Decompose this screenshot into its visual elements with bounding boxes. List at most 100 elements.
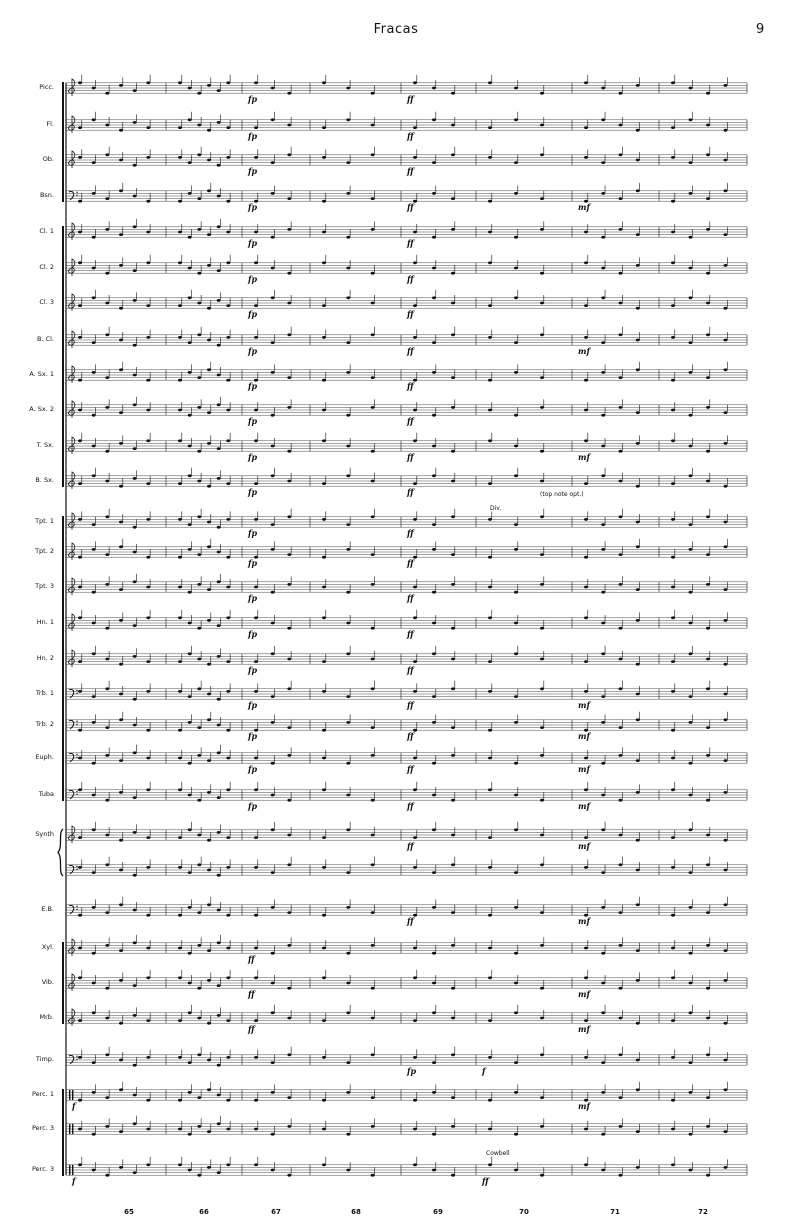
- notehead: [146, 518, 151, 521]
- notehead: [432, 413, 436, 417]
- notehead: [78, 378, 82, 382]
- notehead: [254, 378, 258, 382]
- notehead: [187, 652, 192, 656]
- notehead: [78, 660, 82, 663]
- dynamic-marking: mf: [578, 916, 590, 926]
- bass-clef-dot: [76, 723, 78, 725]
- notehead: [132, 403, 137, 407]
- notehead: [119, 368, 123, 372]
- notehead: [207, 1021, 211, 1025]
- dynamic-marking: mf: [578, 841, 590, 851]
- notehead: [146, 1019, 151, 1022]
- notehead: [635, 1021, 640, 1025]
- bass-clef-icon: [68, 190, 75, 201]
- bass-clef-dot: [76, 720, 78, 722]
- notehead: [132, 477, 137, 480]
- notehead: [216, 163, 221, 167]
- notehead: [187, 296, 192, 300]
- notehead: [178, 1098, 182, 1102]
- notehead: [723, 692, 728, 696]
- dynamic-marking: fp: [248, 558, 258, 568]
- notehead: [514, 871, 518, 874]
- notehead: [270, 296, 275, 300]
- notehead: [346, 621, 351, 625]
- notehead: [132, 1063, 137, 1067]
- notehead: [601, 652, 606, 656]
- dynamic-marking: ff: [407, 764, 414, 774]
- notehead: [413, 756, 417, 760]
- notehead: [105, 1173, 110, 1177]
- notehead: [270, 871, 275, 874]
- staff-label: Tpt. 1: [35, 517, 54, 525]
- notehead: [216, 225, 221, 229]
- notehead: [105, 833, 110, 837]
- notehead: [119, 619, 123, 622]
- notehead: [78, 585, 82, 589]
- notehead: [723, 759, 728, 762]
- notehead: [635, 368, 640, 372]
- notehead: [451, 123, 455, 127]
- notehead: [146, 555, 151, 559]
- notehead: [618, 687, 623, 691]
- notehead: [451, 583, 455, 586]
- notehead: [132, 580, 137, 584]
- notehead: [346, 548, 351, 551]
- notehead: [346, 1091, 351, 1094]
- bass-clef-dot: [76, 1058, 78, 1061]
- dynamic-marking: ff: [407, 346, 414, 356]
- notehead: [322, 976, 326, 980]
- notehead: [254, 1127, 258, 1131]
- notehead: [178, 336, 182, 339]
- staff-label: Trb. 1: [35, 689, 54, 697]
- notehead: [432, 981, 436, 985]
- measure-number: 68: [351, 1208, 361, 1216]
- notehead: [146, 261, 151, 265]
- measure-number: 67: [271, 1208, 281, 1216]
- notehead: [91, 341, 96, 344]
- notehead: [91, 266, 96, 270]
- notehead: [451, 406, 455, 409]
- dynamic-marking: ff: [407, 416, 414, 426]
- notehead: [601, 235, 606, 239]
- notehead: [706, 449, 710, 453]
- notehead: [540, 986, 544, 990]
- notehead: [488, 518, 492, 521]
- notehead: [254, 836, 258, 839]
- notehead: [346, 413, 351, 417]
- notehead: [723, 868, 728, 872]
- notehead: [584, 1098, 588, 1102]
- notehead: [671, 728, 675, 732]
- notehead: [207, 484, 211, 488]
- notehead: [119, 338, 123, 342]
- notehead: [287, 1096, 292, 1099]
- notehead: [91, 523, 96, 526]
- notehead: [370, 197, 375, 201]
- notehead: [216, 373, 221, 377]
- notehead: [514, 695, 518, 698]
- notehead: [207, 368, 211, 372]
- notehead: [688, 1091, 693, 1094]
- notehead: [105, 626, 110, 630]
- notehead: [635, 158, 640, 162]
- notehead: [119, 545, 123, 549]
- notehead: [226, 555, 231, 559]
- dynamic-marking: ff: [407, 131, 414, 141]
- notehead: [635, 1058, 640, 1062]
- notehead: [432, 371, 436, 374]
- notehead: [601, 341, 606, 344]
- notehead: [226, 1019, 231, 1022]
- notehead: [584, 482, 588, 485]
- notehead: [119, 158, 123, 162]
- notehead: [207, 662, 211, 666]
- notehead: [178, 946, 182, 950]
- notehead: [618, 449, 623, 453]
- dynamic-marking: ff: [407, 916, 414, 926]
- notehead: [216, 477, 221, 480]
- notehead: [346, 161, 351, 165]
- notehead: [132, 831, 137, 834]
- notehead: [132, 697, 137, 701]
- dynamic-marking: f: [482, 1066, 486, 1076]
- notehead: [322, 788, 326, 792]
- notehead: [119, 264, 123, 267]
- notehead: [584, 728, 588, 732]
